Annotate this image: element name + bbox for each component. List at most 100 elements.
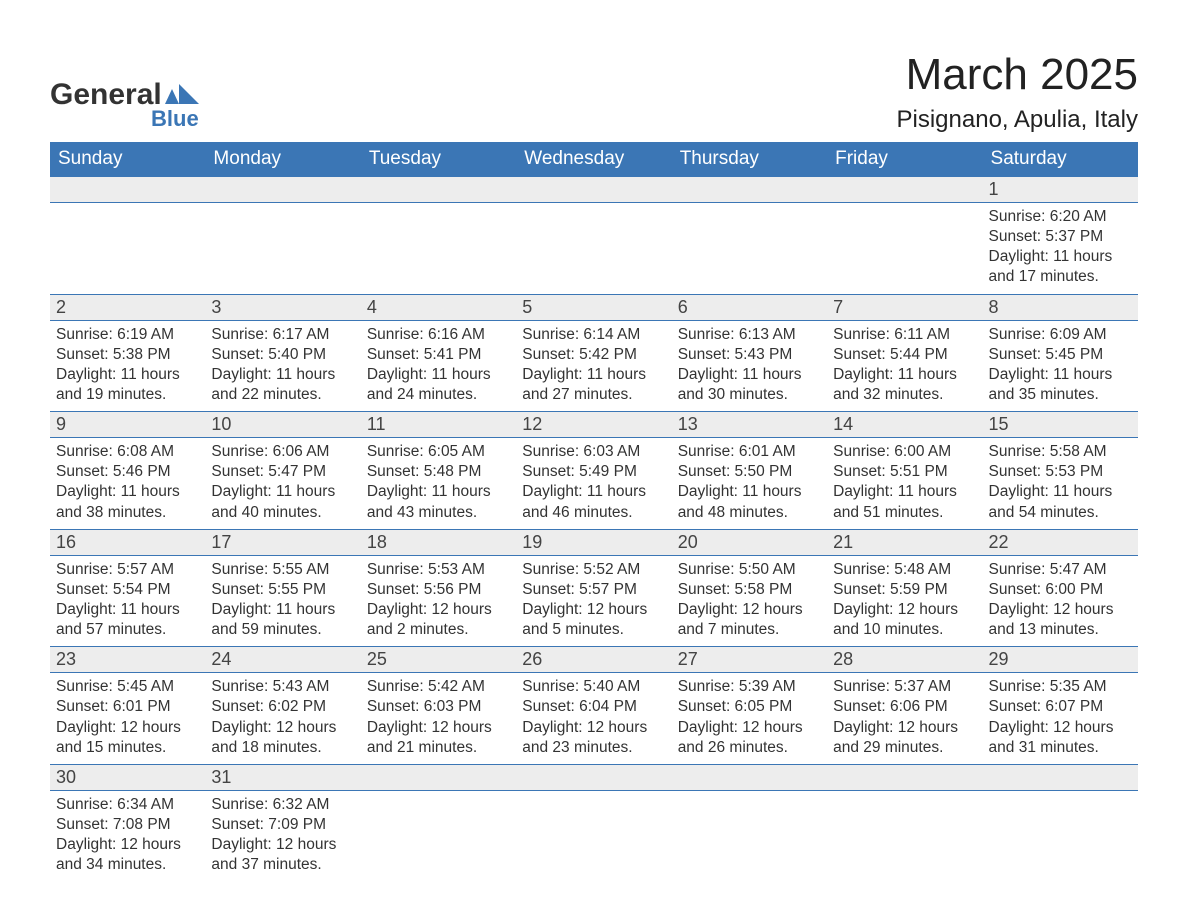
day-detail-cell: Sunrise: 6:14 AMSunset: 5:42 PMDaylight:… [516,320,671,412]
sunset-text: Sunset: 5:49 PM [522,462,665,482]
day-detail-cell: Sunrise: 6:20 AMSunset: 5:37 PMDaylight:… [983,203,1138,295]
sunrise-text: Sunrise: 6:16 AM [367,325,510,345]
day1-text: Daylight: 12 hours [678,718,821,738]
day2-text: and 32 minutes. [833,385,976,405]
day-number-cell: 30 [50,764,205,790]
sunrise-text: Sunrise: 6:11 AM [833,325,976,345]
sunset-text: Sunset: 5:54 PM [56,580,199,600]
day-detail-cell: Sunrise: 6:06 AMSunset: 5:47 PMDaylight:… [205,438,360,530]
day2-text: and 48 minutes. [678,503,821,523]
day-number-cell: 5 [516,294,671,320]
day-detail-cell: Sunrise: 6:00 AMSunset: 5:51 PMDaylight:… [827,438,982,530]
detail-row: Sunrise: 5:57 AMSunset: 5:54 PMDaylight:… [50,555,1138,647]
day-number-cell: 24 [205,647,360,673]
day2-text: and 34 minutes. [56,855,199,875]
calendar-table: Sunday Monday Tuesday Wednesday Thursday… [50,142,1138,881]
day-detail-cell [361,790,516,881]
sunrise-text: Sunrise: 6:14 AM [522,325,665,345]
sunrise-text: Sunrise: 5:55 AM [211,560,354,580]
sunrise-text: Sunrise: 6:05 AM [367,442,510,462]
day-number-cell [516,764,671,790]
sunset-text: Sunset: 5:53 PM [989,462,1132,482]
sunset-text: Sunset: 5:56 PM [367,580,510,600]
day-number-cell [672,764,827,790]
col-wednesday: Wednesday [516,142,671,177]
day-number-cell [983,764,1138,790]
day-detail-cell: Sunrise: 6:09 AMSunset: 5:45 PMDaylight:… [983,320,1138,412]
day1-text: Daylight: 11 hours [367,365,510,385]
day-number-cell: 1 [983,177,1138,203]
flag-icon [165,82,199,109]
day-detail-cell: Sunrise: 6:05 AMSunset: 5:48 PMDaylight:… [361,438,516,530]
day-detail-cell: Sunrise: 6:03 AMSunset: 5:49 PMDaylight:… [516,438,671,530]
sunrise-text: Sunrise: 6:34 AM [56,795,199,815]
day-detail-cell: Sunrise: 5:47 AMSunset: 6:00 PMDaylight:… [983,555,1138,647]
day-detail-cell: Sunrise: 6:08 AMSunset: 5:46 PMDaylight:… [50,438,205,530]
day2-text: and 22 minutes. [211,385,354,405]
sunrise-text: Sunrise: 5:35 AM [989,677,1132,697]
day-number-cell: 10 [205,412,360,438]
brand-line2: Blue [151,106,199,132]
day2-text: and 5 minutes. [522,620,665,640]
sunrise-text: Sunrise: 6:20 AM [989,207,1132,227]
sunrise-text: Sunrise: 6:32 AM [211,795,354,815]
sunrise-text: Sunrise: 6:13 AM [678,325,821,345]
day-number-cell: 2 [50,294,205,320]
sunrise-text: Sunrise: 5:45 AM [56,677,199,697]
day2-text: and 21 minutes. [367,738,510,758]
sunset-text: Sunset: 5:50 PM [678,462,821,482]
sunset-text: Sunset: 5:59 PM [833,580,976,600]
sunset-text: Sunset: 5:48 PM [367,462,510,482]
day-number-cell: 23 [50,647,205,673]
sunset-text: Sunset: 5:38 PM [56,345,199,365]
day1-text: Daylight: 11 hours [833,482,976,502]
sunset-text: Sunset: 5:37 PM [989,227,1132,247]
sunset-text: Sunset: 6:01 PM [56,697,199,717]
day-detail-cell: Sunrise: 6:32 AMSunset: 7:09 PMDaylight:… [205,790,360,881]
day1-text: Daylight: 12 hours [678,600,821,620]
day1-text: Daylight: 11 hours [989,365,1132,385]
daynum-row: 23242526272829 [50,647,1138,673]
daynum-row: 1 [50,177,1138,203]
sunrise-text: Sunrise: 5:39 AM [678,677,821,697]
day2-text: and 57 minutes. [56,620,199,640]
day1-text: Daylight: 11 hours [56,600,199,620]
day-detail-cell: Sunrise: 6:11 AMSunset: 5:44 PMDaylight:… [827,320,982,412]
sunset-text: Sunset: 6:02 PM [211,697,354,717]
day1-text: Daylight: 11 hours [522,482,665,502]
day-detail-cell: Sunrise: 6:16 AMSunset: 5:41 PMDaylight:… [361,320,516,412]
day-number-cell: 4 [361,294,516,320]
day-detail-cell: Sunrise: 5:50 AMSunset: 5:58 PMDaylight:… [672,555,827,647]
day-detail-cell [672,790,827,881]
sunset-text: Sunset: 5:45 PM [989,345,1132,365]
day1-text: Daylight: 11 hours [367,482,510,502]
sunset-text: Sunset: 5:51 PM [833,462,976,482]
day-number-cell: 28 [827,647,982,673]
day1-text: Daylight: 11 hours [678,482,821,502]
day1-text: Daylight: 11 hours [211,600,354,620]
day2-text: and 38 minutes. [56,503,199,523]
day-detail-cell: Sunrise: 5:58 AMSunset: 5:53 PMDaylight:… [983,438,1138,530]
day1-text: Daylight: 12 hours [211,718,354,738]
sunset-text: Sunset: 5:46 PM [56,462,199,482]
day1-text: Daylight: 12 hours [367,600,510,620]
day-detail-cell [50,203,205,295]
day-detail-cell: Sunrise: 5:53 AMSunset: 5:56 PMDaylight:… [361,555,516,647]
day2-text: and 24 minutes. [367,385,510,405]
day-number-cell: 13 [672,412,827,438]
day-detail-cell [205,203,360,295]
day-detail-cell: Sunrise: 5:43 AMSunset: 6:02 PMDaylight:… [205,673,360,765]
day2-text: and 40 minutes. [211,503,354,523]
daynum-row: 9101112131415 [50,412,1138,438]
day-number-cell: 25 [361,647,516,673]
month-year-title: March 2025 [897,50,1139,100]
sunset-text: Sunset: 5:58 PM [678,580,821,600]
day2-text: and 7 minutes. [678,620,821,640]
day-number-cell: 7 [827,294,982,320]
sunrise-text: Sunrise: 5:42 AM [367,677,510,697]
sunrise-text: Sunrise: 6:17 AM [211,325,354,345]
day-number-cell: 8 [983,294,1138,320]
day2-text: and 31 minutes. [989,738,1132,758]
day2-text: and 10 minutes. [833,620,976,640]
day-detail-cell: Sunrise: 5:45 AMSunset: 6:01 PMDaylight:… [50,673,205,765]
